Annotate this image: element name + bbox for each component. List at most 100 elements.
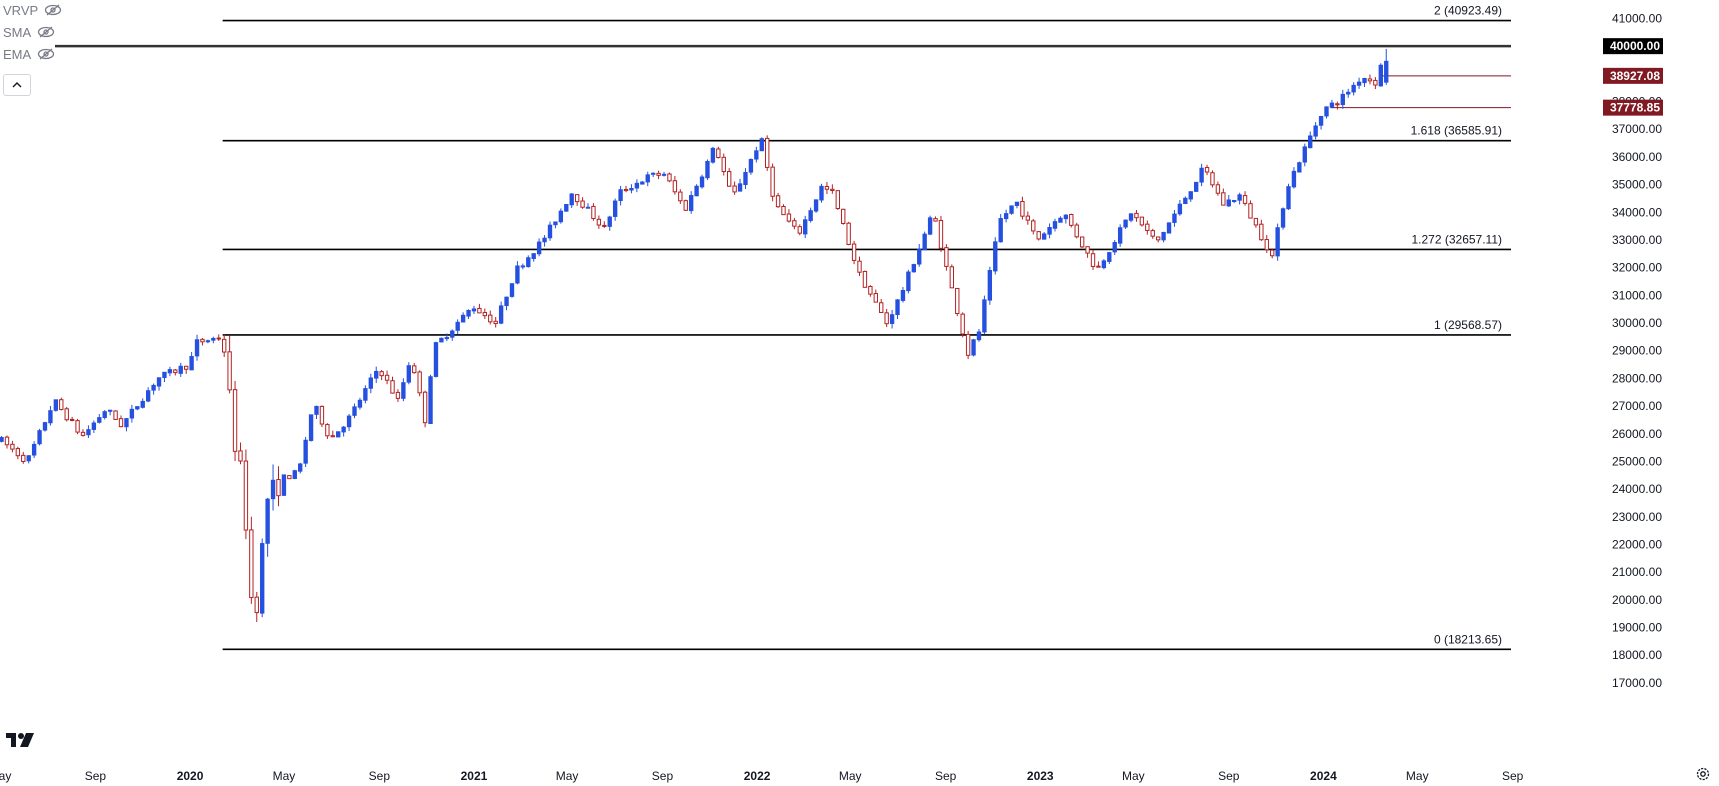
candle-body (270, 479, 276, 500)
candle (151, 383, 156, 395)
candle-body (656, 172, 661, 176)
candle-body (183, 365, 189, 370)
candle-body (727, 171, 732, 187)
price-tick-label: 41000.00 (1612, 11, 1662, 25)
candle (140, 398, 145, 409)
price-tick-label: 34000.00 (1612, 205, 1662, 219)
price-axis[interactable]: 17000.00 18000.00 19000.00 20000.00 21000.00… (1511, 0, 1719, 786)
candle-body (298, 463, 303, 472)
candle (596, 215, 602, 229)
candle-body (661, 173, 667, 176)
tradingview-logo-icon[interactable] (4, 730, 38, 750)
candle-body (428, 376, 433, 425)
candle (1302, 143, 1307, 167)
candle (509, 283, 515, 298)
candle-body (955, 287, 960, 315)
candle (374, 366, 379, 384)
indicator-ema[interactable]: EMA (3, 44, 55, 64)
candle (1177, 200, 1183, 216)
candle (743, 168, 748, 190)
candle (504, 296, 509, 311)
candle (1248, 200, 1253, 219)
indicator-sma[interactable]: SMA (3, 22, 55, 42)
candle (64, 406, 69, 422)
candle (0, 436, 4, 443)
price-tag[interactable]: 37778.85 (1603, 99, 1663, 116)
candle (965, 330, 971, 360)
candle-body (254, 596, 259, 614)
candle (1074, 222, 1079, 239)
candle-body (1346, 91, 1351, 95)
eye-off-icon[interactable] (37, 48, 55, 60)
indicator-vrvp[interactable]: VRVP (3, 0, 62, 20)
candle-body (993, 241, 998, 272)
candle (1003, 209, 1009, 223)
candle-body (819, 185, 824, 201)
candle (629, 184, 634, 194)
candle-body (629, 187, 634, 191)
time-tick-label: 2021 (461, 769, 488, 783)
candle (183, 365, 189, 374)
candle (1329, 99, 1335, 109)
price-tag[interactable]: 38927.08 (1603, 67, 1663, 84)
candle-body (938, 220, 944, 249)
candle-body (612, 200, 618, 217)
candle (118, 415, 124, 428)
candle (1107, 251, 1112, 264)
candle (618, 185, 623, 206)
candle-body (1378, 64, 1383, 87)
candle (1275, 223, 1280, 261)
candle-body (591, 205, 596, 220)
eye-off-icon[interactable] (37, 26, 55, 38)
candle-body (1351, 84, 1356, 93)
candle (471, 305, 477, 315)
time-axis[interactable]: May Sep 2020 May Sep 2021 May Sep 2022 May Sep 2023… (0, 698, 1524, 786)
collapse-indicators-button[interactable] (3, 74, 31, 96)
candle (352, 403, 357, 419)
candle-body (547, 224, 553, 239)
candle-body (0, 437, 4, 442)
time-tick-label: Sep (935, 769, 957, 783)
candle (406, 362, 411, 385)
candle (1031, 219, 1036, 235)
candle-body (303, 439, 308, 464)
candle (488, 310, 493, 325)
candle (889, 310, 895, 329)
eye-off-icon[interactable] (44, 4, 62, 16)
candle (37, 428, 42, 446)
candle-body (390, 380, 395, 394)
candle-body (553, 221, 558, 226)
candle (1264, 235, 1269, 253)
candle (395, 389, 401, 402)
candle (270, 464, 276, 511)
candle-body (412, 365, 417, 374)
candle-body (1003, 213, 1009, 220)
candle-body (699, 176, 705, 188)
candle (368, 373, 373, 394)
candle-body (732, 185, 737, 193)
candle (716, 146, 721, 159)
candle-body (1215, 184, 1221, 194)
candle (851, 240, 857, 265)
candle (960, 312, 965, 338)
price-tag[interactable]: 40000.00 (1603, 38, 1663, 55)
candle (564, 204, 569, 212)
price-tick-label: 19000.00 (1612, 621, 1662, 635)
candle (1063, 214, 1069, 224)
candle-body (1204, 167, 1210, 173)
gear-icon[interactable] (1695, 766, 1711, 782)
candle (1199, 163, 1204, 187)
candle-body (135, 406, 140, 410)
candle-body (156, 377, 162, 387)
candle-body (1036, 231, 1041, 240)
candle (10, 440, 15, 453)
candle (1150, 228, 1155, 239)
candle-body (623, 188, 629, 192)
candle-body (59, 399, 64, 410)
candle (1221, 188, 1226, 206)
candle (1253, 217, 1259, 228)
candle-body (743, 171, 748, 186)
candle-body (1161, 231, 1166, 241)
candle-body (976, 331, 982, 341)
